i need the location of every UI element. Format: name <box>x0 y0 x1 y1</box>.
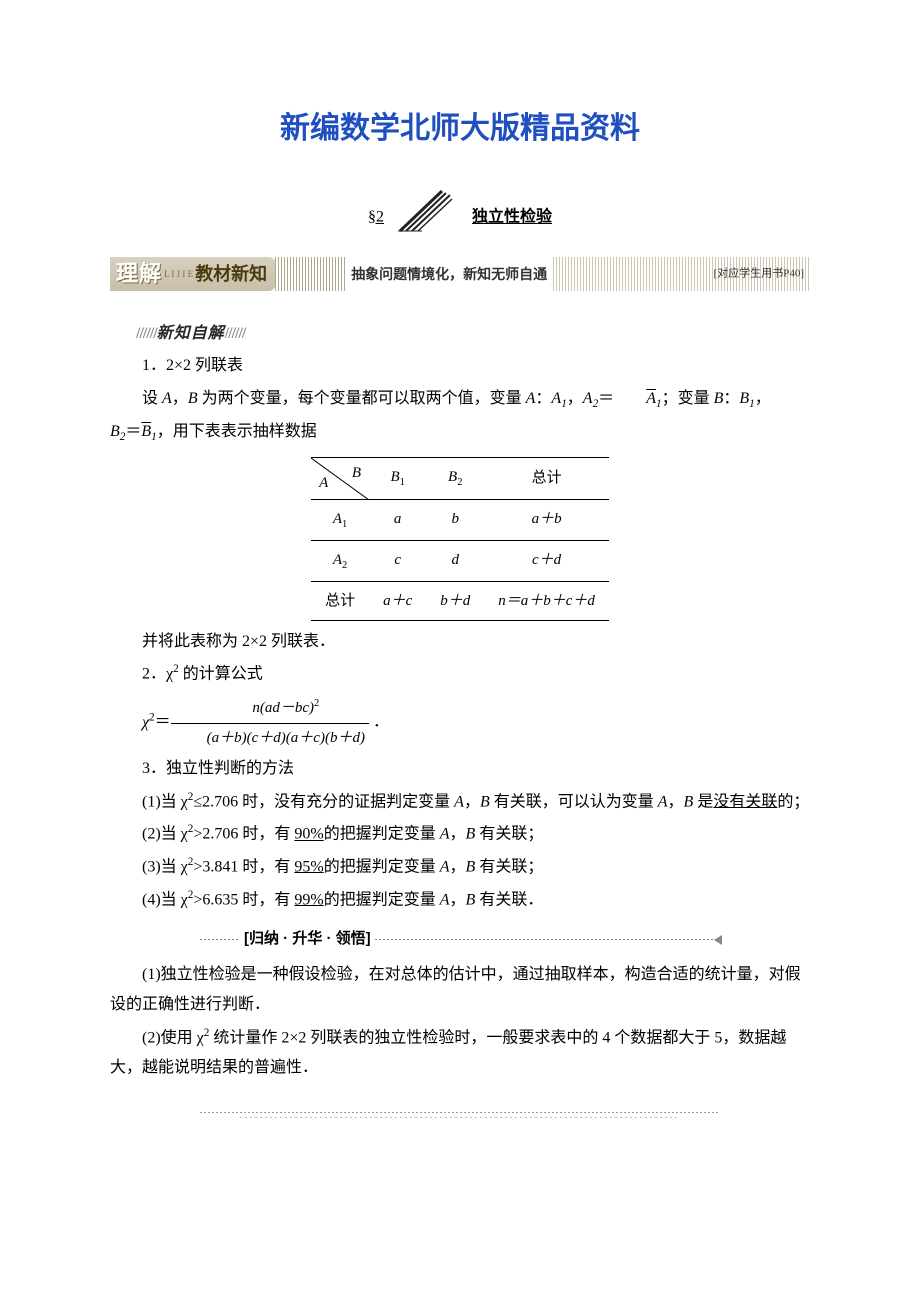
eq: ＝ <box>155 714 171 731</box>
slash-left: ////// <box>136 325 157 342</box>
para-table-after: 并将此表称为 2×2 列联表． <box>110 627 810 657</box>
u-99: 99% <box>294 891 323 908</box>
judge-4: (4)当 χ2>6.635 时，有 99%的把握判定变量 A，B 有关联． <box>110 885 810 916</box>
concept-banner: 理解 L I J I E 教材新知 抽象问题情境化，新知无师自通 [对应学生用书… <box>110 257 810 291</box>
denominator: (a＋b)(c＋d)(a＋c)(b＋d) <box>171 724 369 753</box>
xinzhi-label: 新知自解 <box>157 325 225 342</box>
xinzhi-heading: //////新知自解////// <box>136 319 810 349</box>
t: ： <box>535 390 551 407</box>
u-90: 90% <box>294 826 323 843</box>
cell: c <box>369 540 426 581</box>
heading-3: 3．独立性判断的方法 <box>110 754 810 784</box>
cell: a＋c <box>369 581 426 621</box>
section-number: §2 <box>368 209 384 226</box>
th-B1: B1 <box>369 457 426 499</box>
chi2-formula: χ2＝ n(ad－bc)2 (a＋b)(c＋d)(a＋c)(b＋d) ． <box>110 694 810 752</box>
divider-label: [归纳 · 升华 · 领悟] <box>240 925 375 954</box>
diag-cell: B A <box>311 457 369 499</box>
var-B: B <box>714 390 724 407</box>
banner-hatch <box>275 257 345 291</box>
fraction: n(ad－bc)2 (a＋b)(c＋d)(a＋c)(b＋d) <box>171 694 369 752</box>
banner-jiaoxin: 教材新知 <box>195 257 267 291</box>
table-row: B A B1 B2 总计 <box>311 457 609 499</box>
judge-2: (2)当 χ2>2.706 时，有 90%的把握判定变量 A，B 有关联； <box>110 819 810 850</box>
para-1: 设 A，B 为两个变量，每个变量都可以取两个值，变量 A：A1，A2＝A1；变量… <box>110 384 810 415</box>
summary-divider: [归纳 · 升华 · 领悟] <box>200 925 720 954</box>
t: ， <box>172 390 188 407</box>
var-B2: B2 <box>110 423 125 440</box>
brush-icon <box>392 185 464 233</box>
diag-A: A <box>319 469 328 498</box>
rh-A2: A2 <box>311 540 369 581</box>
slash-right: ////// <box>225 325 246 342</box>
table-row: 总计 a＋c b＋d n＝a＋b＋c＋d <box>311 581 609 621</box>
t: 设 <box>142 390 162 407</box>
heading-1: 1．2×2 列联表 <box>110 351 810 381</box>
section-heading: §2 独立性检验 <box>110 185 810 233</box>
var-A1: A1 <box>551 390 566 407</box>
var-A2: A2 <box>583 390 598 407</box>
banner-pinyin: L I J I E <box>164 270 193 279</box>
section-name: 独立性检验 <box>472 209 552 226</box>
banner-hatch-right: [对应学生用书P40] <box>553 257 810 291</box>
var-A: A <box>162 390 172 407</box>
banner-left: 理解 L I J I E 教材新知 <box>110 257 275 291</box>
var-B-bar: B <box>141 424 151 440</box>
rh-total: 总计 <box>311 581 369 621</box>
t: 为两个变量，每个变量都可以取两个值，变量 <box>198 390 526 407</box>
t: ， <box>567 390 583 407</box>
para-1b: B2＝B1，用下表表示抽样数据 <box>110 417 810 448</box>
cell: a <box>369 499 426 540</box>
divider-tail <box>375 939 720 940</box>
divider-lead <box>200 939 240 940</box>
var-B: B <box>188 390 198 407</box>
th-total: 总计 <box>484 457 609 499</box>
u-95: 95% <box>294 858 323 875</box>
judge-3: (3)当 χ2>3.841 时，有 95%的把握判定变量 A，B 有关联； <box>110 852 810 883</box>
numerator: n(ad－bc)2 <box>171 694 369 724</box>
banner-ref: [对应学生用书P40] <box>714 264 804 285</box>
t: ；变量 <box>662 390 714 407</box>
footer-decoration <box>200 1106 720 1124</box>
t: ： <box>723 390 739 407</box>
var-B1: B1 <box>739 390 754 407</box>
var-A: A <box>526 390 536 407</box>
cell: b <box>426 499 484 540</box>
diag-B: B <box>352 459 361 488</box>
t: ＝ <box>125 423 141 440</box>
lhs: χ2 <box>142 714 155 731</box>
table-row: A1 a b a＋b <box>311 499 609 540</box>
contingency-table: B A B1 B2 总计 A1 a b a＋b A2 c d c＋d 总计 a＋… <box>311 457 609 621</box>
cell: a＋b <box>484 499 609 540</box>
rh-A1: A1 <box>311 499 369 540</box>
var-A-bar: A <box>614 391 656 407</box>
u-none: 没有关联 <box>713 793 777 810</box>
t: ， <box>755 390 771 407</box>
banner-lijie: 理解 <box>116 253 162 295</box>
t: ，用下表表示抽样数据 <box>157 423 317 440</box>
cell: b＋d <box>426 581 484 621</box>
table-row: A2 c d c＋d <box>311 540 609 581</box>
judge-1: (1)当 χ2≤2.706 时，没有充分的证据判定变量 A，B 有关联，可以认为… <box>110 787 810 818</box>
banner-slogan: 抽象问题情境化，新知无师自通 <box>345 261 553 288</box>
cell: d <box>426 540 484 581</box>
conclude-1: (1)独立性检验是一种假设检验，在对总体的估计中，通过抽取样本，构造合适的统计量… <box>110 960 810 1021</box>
heading-2: 2．χ2 的计算公式 <box>110 659 810 690</box>
th-B2: B2 <box>426 457 484 499</box>
t: ＝ <box>598 390 614 407</box>
conclude-2: (2)使用 χ2 统计量作 2×2 列联表的独立性检验时，一般要求表中的 4 个… <box>110 1023 810 1084</box>
t: ． <box>369 714 389 731</box>
cell: n＝a＋b＋c＋d <box>484 581 609 621</box>
page-title: 新编数学北师大版精品资料 <box>110 100 810 157</box>
cell: c＋d <box>484 540 609 581</box>
